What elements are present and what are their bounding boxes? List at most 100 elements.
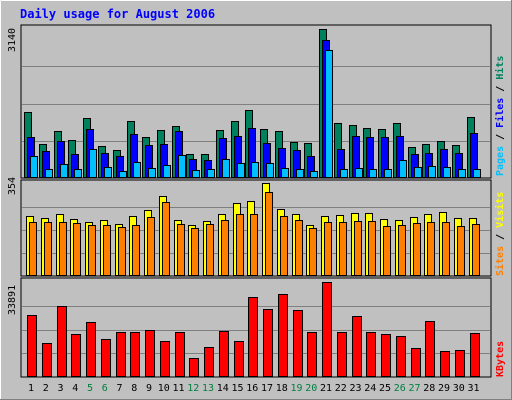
x-label-day-8: 8 (131, 383, 137, 394)
bar-pages-day-28 (428, 166, 436, 178)
bar-sites-day-15 (236, 214, 244, 276)
x-label-day-23: 23 (349, 383, 361, 394)
x-label-day-13: 13 (202, 383, 214, 394)
bar-kbytes-day-5 (86, 322, 96, 377)
bar-sites-day-28 (427, 222, 435, 276)
legend-sep: / (495, 128, 506, 146)
x-label-day-25: 25 (379, 383, 391, 394)
bar-sites-day-20 (309, 228, 317, 276)
x-label-day-9: 9 (146, 383, 152, 394)
bar-sites-day-12 (191, 228, 199, 276)
bar-pages-day-2 (45, 169, 53, 178)
bar-kbytes-day-28 (425, 321, 435, 377)
x-label-day-17: 17 (261, 383, 273, 394)
bar-kbytes-day-22 (337, 332, 347, 377)
bar-kbytes-day-11 (175, 332, 185, 377)
legend-pages: Pages (495, 146, 506, 176)
bar-sites-day-8 (132, 225, 140, 276)
bar-pages-day-18 (281, 168, 289, 178)
bar-kbytes-day-7 (116, 332, 126, 377)
visits-ymax-label: 354 (7, 177, 18, 195)
bar-pages-day-14 (222, 159, 230, 178)
bar-pages-day-12 (192, 170, 200, 178)
bar-sites-day-18 (280, 216, 288, 276)
x-label-day-4: 4 (72, 383, 78, 394)
bar-pages-day-31 (473, 169, 481, 178)
bar-kbytes-day-21 (322, 282, 332, 377)
bar-kbytes-day-26 (396, 336, 406, 377)
x-label-day-16: 16 (246, 383, 258, 394)
x-label-day-2: 2 (43, 383, 49, 394)
bar-pages-day-3 (60, 164, 68, 178)
bar-sites-day-16 (250, 214, 258, 276)
bar-pages-day-13 (207, 169, 215, 178)
x-label-day-28: 28 (423, 383, 435, 394)
x-label-day-10: 10 (158, 383, 170, 394)
bar-sites-day-31 (472, 224, 480, 276)
bar-kbytes-day-29 (440, 351, 450, 377)
bar-sites-day-24 (368, 221, 376, 276)
bar-sites-day-2 (44, 222, 52, 276)
x-label-day-26: 26 (394, 383, 406, 394)
bar-sites-day-9 (147, 217, 155, 276)
bar-pages-day-17 (266, 163, 274, 178)
bar-kbytes-day-17 (263, 309, 273, 377)
bar-kbytes-day-31 (470, 333, 480, 377)
bar-sites-day-4 (73, 223, 81, 276)
x-label-day-5: 5 (87, 383, 93, 394)
bar-pages-day-25 (384, 169, 392, 178)
bar-kbytes-day-2 (42, 343, 52, 377)
bar-pages-day-11 (178, 155, 186, 178)
bar-kbytes-day-15 (234, 341, 244, 377)
bar-pages-day-26 (399, 160, 407, 178)
bar-pages-day-16 (251, 162, 259, 178)
hits-bars (24, 29, 481, 178)
bar-pages-day-7 (119, 171, 127, 178)
bar-kbytes-day-27 (411, 348, 421, 377)
legend-hits: Hits (494, 56, 506, 80)
x-label-day-6: 6 (102, 383, 108, 394)
bar-pages-day-20 (310, 171, 318, 178)
bar-kbytes-day-9 (145, 330, 155, 377)
bar-pages-day-8 (133, 162, 141, 178)
bar-pages-day-22 (340, 169, 348, 178)
x-label-day-12: 12 (187, 383, 199, 394)
bar-sites-day-30 (457, 226, 465, 276)
x-label-day-20: 20 (305, 383, 317, 394)
bar-sites-day-23 (354, 221, 362, 276)
bar-sites-day-1 (29, 222, 37, 276)
bar-sites-day-7 (118, 227, 126, 276)
legend-files: Files (494, 98, 506, 128)
visits-legend: Sites / Visits (494, 192, 506, 276)
bar-sites-day-10 (162, 202, 170, 276)
legend-kbytes: KBytes (495, 341, 506, 377)
bar-sites-day-11 (177, 224, 185, 276)
bar-pages-day-4 (74, 169, 82, 178)
bar-kbytes-day-20 (307, 332, 317, 377)
x-label-day-29: 29 (438, 383, 450, 394)
bar-sites-day-26 (398, 225, 406, 276)
hits-legend: Pages / Files / Hits (494, 56, 506, 176)
bar-kbytes-day-8 (130, 332, 140, 377)
bar-pages-day-27 (414, 167, 422, 178)
bar-sites-day-25 (383, 226, 391, 276)
bar-sites-day-14 (221, 220, 229, 276)
bar-kbytes-day-1 (27, 315, 37, 377)
legend-visits: Visits (494, 192, 506, 228)
visits-bars (26, 183, 480, 276)
x-label-day-1: 1 (28, 383, 34, 394)
bar-pages-day-5 (89, 149, 97, 178)
bar-kbytes-day-25 (381, 334, 391, 377)
bar-kbytes-day-24 (366, 332, 376, 377)
bar-pages-day-24 (369, 169, 377, 178)
bar-pages-day-23 (355, 168, 363, 178)
hits-ymax-label: 3140 (7, 28, 18, 52)
legend-sep: / (495, 228, 506, 246)
x-label-day-7: 7 (116, 383, 122, 394)
bar-sites-day-19 (295, 220, 303, 276)
kbytes-bars (27, 282, 480, 377)
bar-sites-day-5 (88, 225, 96, 276)
legend-sep: / (495, 80, 506, 98)
x-axis-labels: 1 2 3 4 5 6 7 8 9 10 11 12 13 14 15 16 17 18 19 20 21 22 23 24 2… (28, 383, 480, 394)
